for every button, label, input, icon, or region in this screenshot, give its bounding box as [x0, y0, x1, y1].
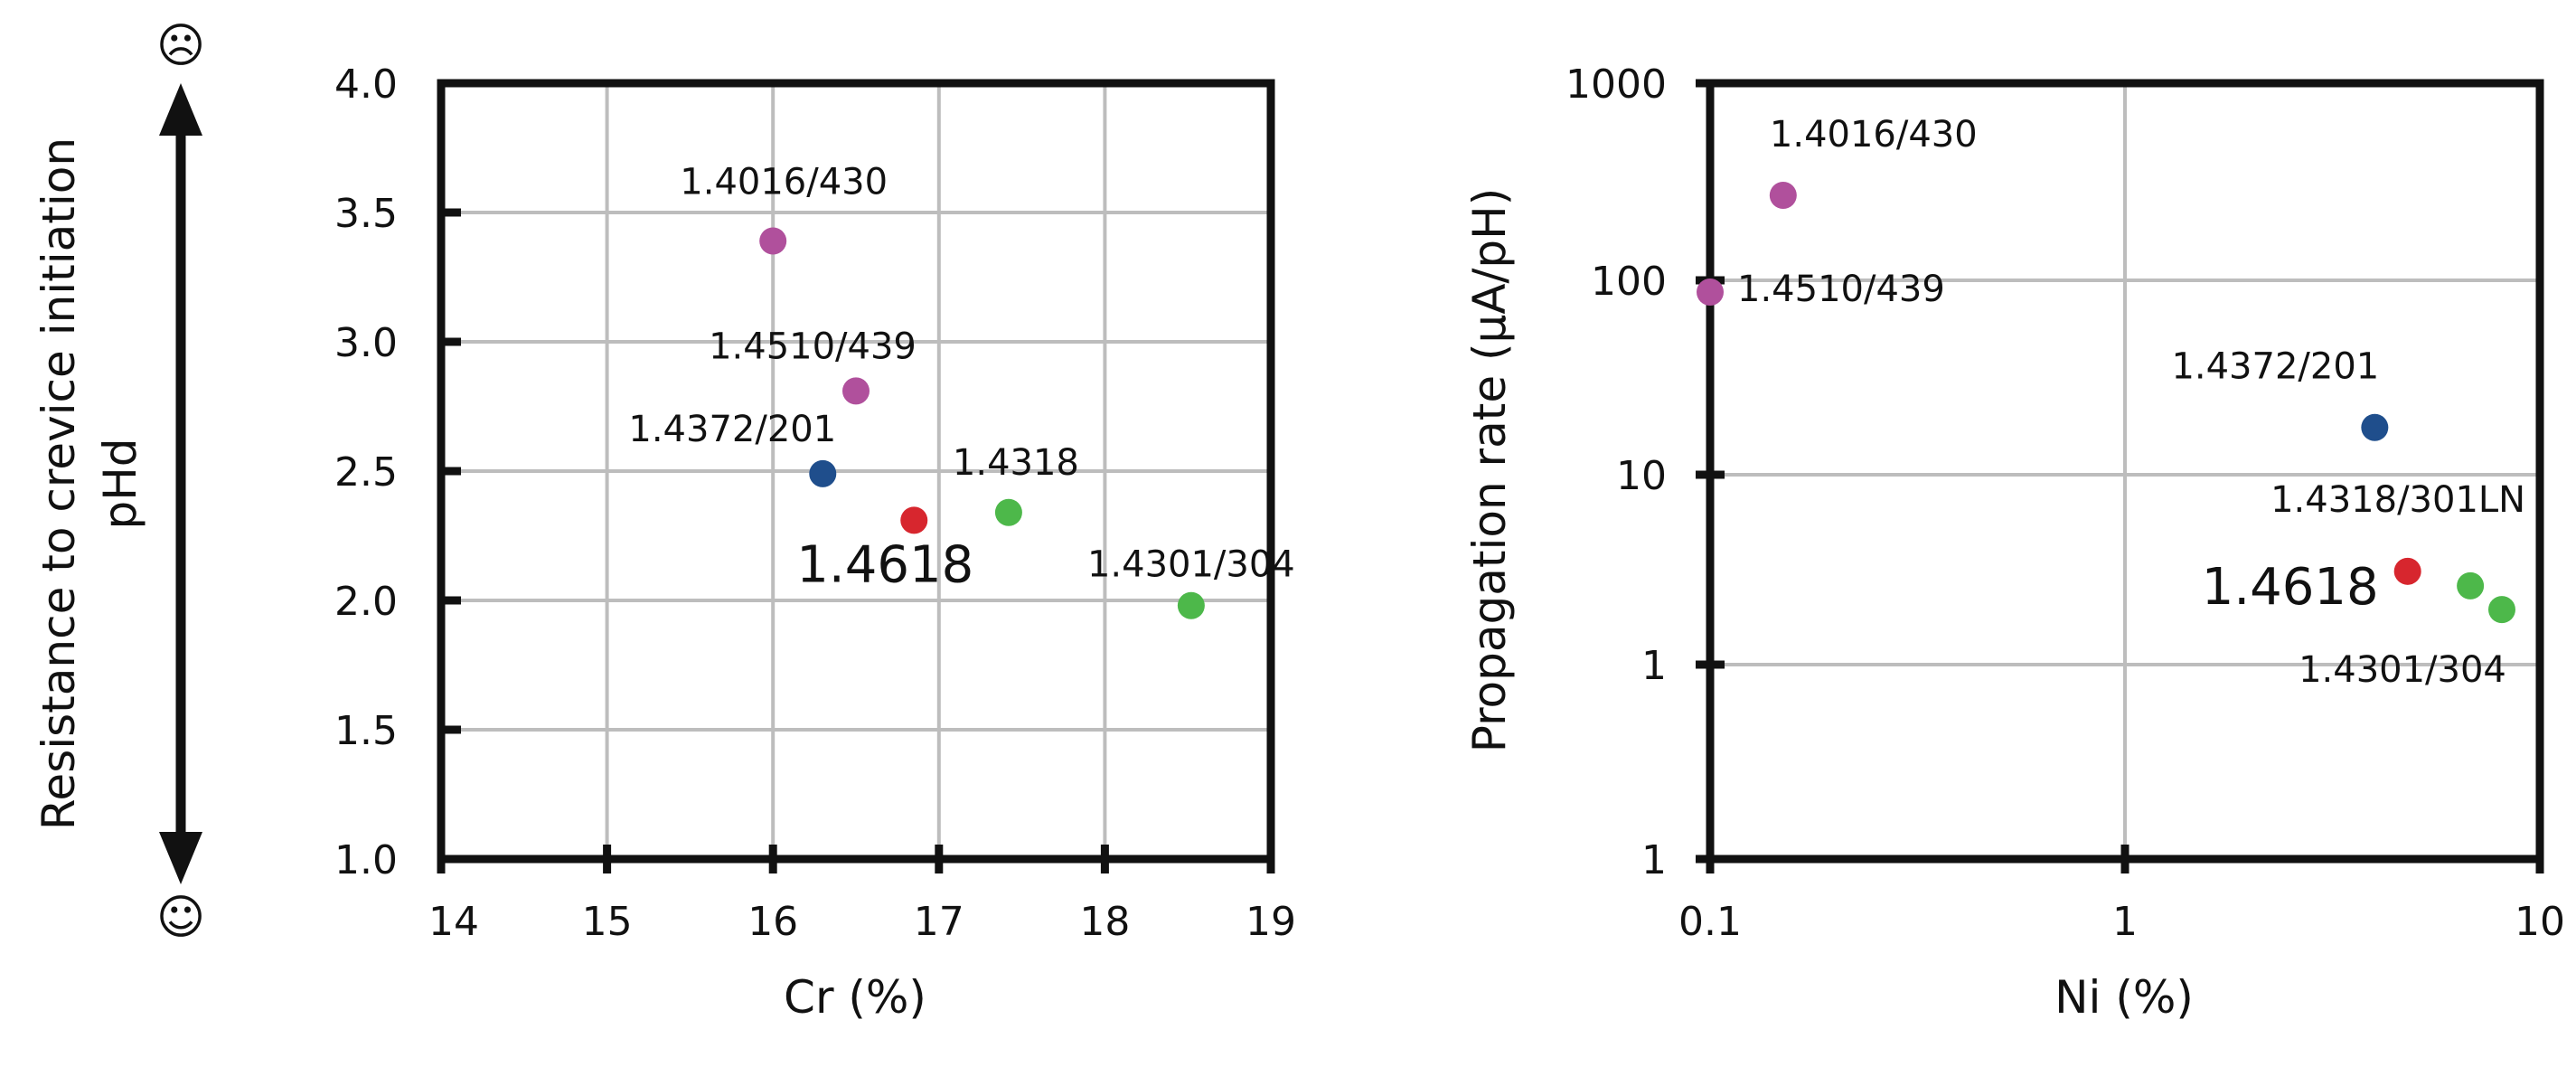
cr-y-tick-label: 4.0: [334, 61, 398, 108]
cr-y-tick-label: 1.0: [334, 837, 398, 883]
cr-x-tick-label: 15: [582, 899, 633, 945]
cr-x-axis-title: Cr (%): [784, 971, 926, 1024]
cr-point: [759, 227, 787, 255]
resistance-scale: ☹ ☺ Resistance to crevice initiation pHd: [33, 19, 205, 945]
cr-x-tick-label: 17: [914, 899, 964, 945]
cr-point-label: 1.4618: [796, 535, 973, 594]
ni-ticks: [1696, 79, 2544, 873]
cr-point-label: 1.4016/430: [680, 161, 888, 203]
cr-y-tick-label: 2.5: [334, 449, 398, 496]
ni-y-tick-label: 1: [1641, 643, 1667, 689]
cr-y-tick-label: 2.0: [334, 579, 398, 625]
cr-y-tick-label: 3.0: [334, 320, 398, 366]
frown-face-icon: ☹: [156, 19, 205, 73]
ni-y-axis-title: Propagation rate (µA/pH): [1463, 188, 1516, 752]
cr-point: [809, 459, 837, 487]
ni-x-tick-label: 0.1: [1678, 899, 1742, 945]
cr-tick-labels: 14 15 16 17 18 19 1.0 1.5 2.0 2.5 3.0 3.5 4.0: [334, 61, 1296, 945]
cr-point: [900, 506, 928, 534]
ni-point-labels: 1.4016/430 1.4510/439 1.4372/201 1.4318/301…: [1737, 114, 2525, 691]
cr-point: [994, 498, 1022, 526]
chart-cr: 14 15 16 17 18 19 1.0 1.5 2.0 2.5 3.0 3.5 4.0 1.4016…: [334, 61, 1296, 1024]
cr-point-label: 1.4301/304: [1087, 544, 1295, 586]
ni-y-tick-label: 1: [1641, 837, 1667, 883]
cr-x-tick-label: 16: [747, 899, 798, 945]
cr-ticks: [437, 79, 1275, 873]
ni-y-tick-label: 100: [1591, 259, 1667, 305]
cr-point: [1177, 591, 1205, 619]
ni-point-label: 1.4618: [2202, 558, 2379, 617]
ni-x-tick-label: 1: [2112, 899, 2138, 945]
ni-point: [1769, 181, 1797, 209]
ni-y-tick-label: 10: [1616, 453, 1667, 499]
ni-point-label: 1.4510/439: [1737, 269, 1945, 310]
arrow-head-top: [159, 83, 202, 136]
cr-x-tick-label: 18: [1079, 899, 1130, 945]
ni-point-label: 1.4372/201: [2171, 346, 2379, 388]
phd-label: pHd: [94, 438, 146, 529]
cr-point-label: 1.4372/201: [628, 409, 836, 450]
cr-y-tick-label: 3.5: [334, 191, 398, 237]
ni-point: [2361, 413, 2389, 441]
smile-face-icon: ☺: [156, 891, 205, 945]
cr-x-tick-label: 14: [428, 899, 479, 945]
cr-points: [759, 227, 1205, 619]
cr-point-label: 1.4510/439: [709, 326, 917, 367]
cr-y-tick-label: 1.5: [334, 708, 398, 754]
resistance-label: Resistance to crevice initiation: [33, 137, 85, 830]
ni-point-label: 1.4318/301LN: [2270, 479, 2525, 521]
cr-point: [842, 377, 870, 405]
cr-point-labels: 1.4016/430 1.4510/439 1.4372/201 1.4618 1.43…: [628, 161, 1294, 594]
ni-point: [2393, 557, 2421, 585]
ni-point: [1697, 279, 1724, 307]
ni-point-label: 1.4016/430: [1770, 114, 1978, 156]
ni-point: [2487, 596, 2515, 624]
ni-y-tick-label: 1000: [1565, 61, 1667, 108]
ni-points: [1697, 181, 2515, 624]
ni-gridlines: [1708, 81, 2542, 861]
ni-x-tick-label: 10: [2515, 899, 2565, 945]
ni-x-axis-title: Ni (%): [2054, 971, 2194, 1024]
arrow-head-bottom: [159, 832, 202, 884]
cr-point-label: 1.4318: [953, 442, 1079, 484]
ni-point: [2457, 571, 2485, 600]
cr-x-tick-label: 19: [1246, 899, 1296, 945]
ni-point-label: 1.4301/304: [2299, 649, 2506, 691]
